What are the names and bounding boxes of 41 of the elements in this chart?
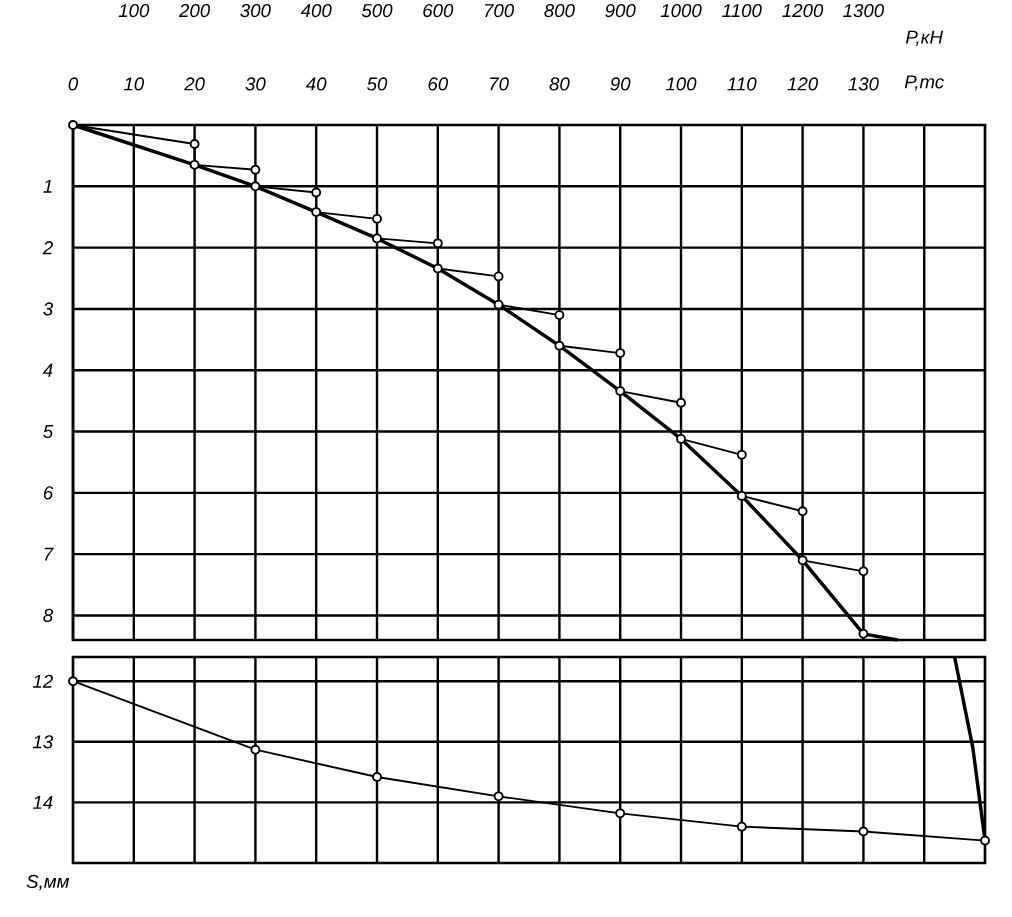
x2-axis-title: P,кН	[905, 30, 943, 46]
x2-tick-label: 800	[544, 3, 575, 18]
y-tick-label: 3	[43, 302, 54, 316]
x-tick-label: 130	[848, 77, 879, 91]
x-tick-label: 40	[305, 77, 327, 91]
x-tick-label: 60	[428, 77, 449, 91]
y-tick-label: 8	[43, 608, 54, 623]
x2-tick-label: 200	[178, 3, 211, 18]
y-tick-label: 14	[32, 796, 53, 809]
x2-tick-label: 1300	[843, 3, 885, 18]
x-tick-label: 20	[184, 77, 205, 91]
y-tick-label: 7	[44, 547, 54, 561]
x-tick-label: 10	[123, 77, 145, 91]
y-tick-label: 1	[43, 179, 52, 193]
x2-tick-label: 1100	[722, 3, 762, 18]
x2-tick-label: 700	[484, 3, 515, 18]
x-tick-label: 90	[610, 77, 631, 91]
y-tick-label: 13	[32, 735, 54, 749]
x-axis-title: P,тс	[904, 75, 944, 91]
y-tick-label: 5	[43, 425, 54, 439]
x-tick-label: 30	[245, 77, 266, 91]
x2-tick-label: 500	[361, 3, 393, 18]
x-tick-label: 70	[490, 77, 509, 91]
x-tick-label: 50	[367, 77, 388, 91]
y-axis-title: S,мм	[26, 874, 70, 891]
x-tick-label: 100	[665, 77, 697, 91]
x2-tick-label: 1000	[660, 3, 702, 18]
x-tick-label: 0	[68, 77, 79, 91]
x2-tick-label: 100	[118, 3, 150, 18]
y-tick-label: 4	[42, 363, 53, 377]
x-tick-label: 110	[727, 77, 757, 91]
x2-tick-label: 600	[423, 3, 454, 18]
x2-tick-label: 400	[300, 3, 332, 18]
x-tick-label: 120	[787, 77, 819, 91]
y-tick-label: 12	[32, 674, 53, 688]
y-tick-label: 2	[42, 241, 53, 255]
x2-tick-label: 1200	[782, 3, 824, 18]
y-tick-label: 6	[43, 486, 54, 500]
x2-tick-label: 900	[605, 3, 636, 18]
x2-tick-label: 300	[240, 3, 271, 18]
x-tick-label: 80	[549, 77, 570, 91]
